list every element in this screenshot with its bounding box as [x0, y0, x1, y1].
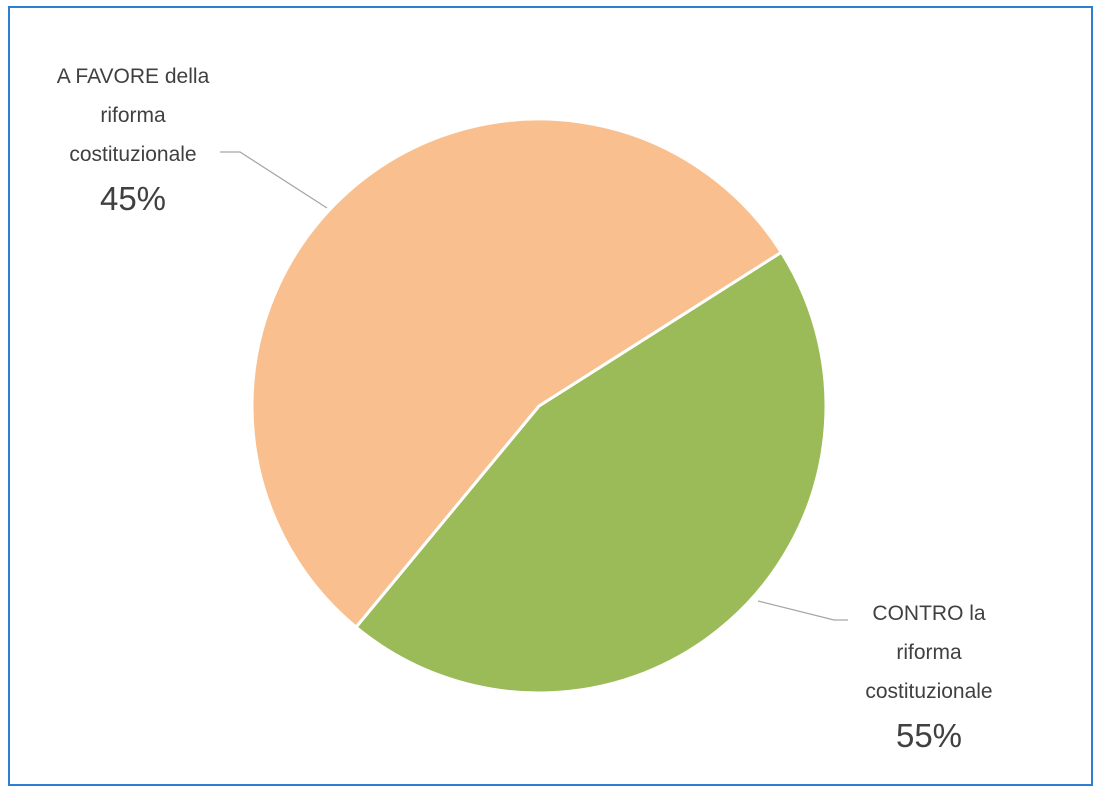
pie-slice-favore: [354, 250, 828, 695]
slice-label-contro-line-1: CONTRO la: [872, 602, 985, 625]
slice-label-contro-line-3: costituzionale: [865, 680, 992, 703]
slice-label-favore-line-2: riforma: [100, 104, 166, 127]
slice-label-favore-line-3: costituzionale: [69, 143, 196, 166]
pie-slices: [250, 117, 828, 695]
leader-line-favore: [220, 151, 328, 209]
slice-percent-contro: 55%: [896, 717, 962, 754]
slice-percent-favore: 45%: [100, 180, 166, 217]
slice-label-favore-line-1: A FAVORE della: [57, 65, 210, 88]
pie-slice-contro: [250, 117, 783, 629]
leader-line-contro: [757, 600, 848, 621]
slice-label-contro-line-2: riforma: [896, 641, 962, 664]
leader-lines: [220, 151, 848, 621]
